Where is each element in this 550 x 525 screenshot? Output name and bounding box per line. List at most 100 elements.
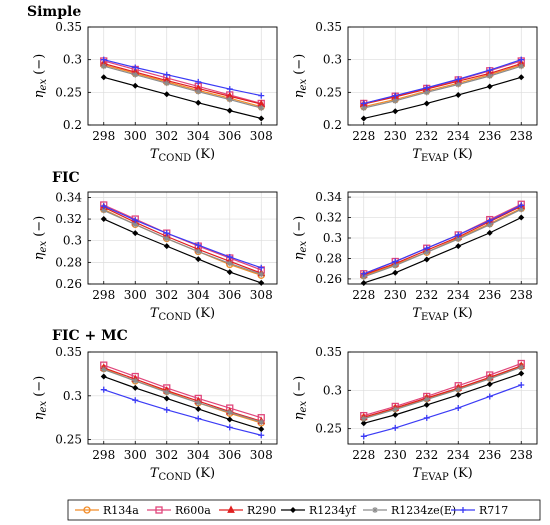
y-axis-label: ηex (−) bbox=[292, 54, 309, 99]
legend-marker bbox=[372, 507, 378, 513]
data-point-r1234yf bbox=[132, 384, 139, 391]
x-tick-label: 308 bbox=[250, 448, 273, 462]
data-point-r1234ze-e bbox=[226, 96, 233, 103]
x-tick-label: 236 bbox=[478, 448, 501, 462]
data-point-r717 bbox=[423, 84, 430, 91]
data-point-r1234ze-e bbox=[455, 386, 462, 393]
y-tick-label: 0.2 bbox=[323, 118, 342, 132]
data-point-r1234yf bbox=[195, 99, 202, 106]
data-point-r1234yf bbox=[360, 420, 367, 427]
data-point-r1234yf bbox=[486, 83, 493, 90]
series-line-r290 bbox=[363, 63, 522, 105]
data-point-r1234ze-e bbox=[455, 81, 462, 88]
x-tick-label: 306 bbox=[218, 129, 241, 143]
x-tick-label: 298 bbox=[92, 288, 115, 302]
data-point-r1234ze-e bbox=[226, 409, 233, 416]
data-point-r717 bbox=[392, 258, 399, 265]
data-point-r1234ze-e bbox=[132, 221, 139, 228]
data-point-r1234yf bbox=[392, 411, 399, 418]
y-tick-label: 0.28 bbox=[55, 255, 82, 269]
data-point-r1234ze-e bbox=[195, 88, 202, 95]
x-tick-label: 300 bbox=[124, 129, 147, 143]
data-point-r1234ze-e bbox=[392, 262, 399, 269]
data-point-r717 bbox=[163, 71, 170, 78]
data-point-r717 bbox=[518, 381, 525, 388]
series-line-r1234yf bbox=[103, 76, 262, 120]
data-point-r717 bbox=[455, 404, 462, 411]
y-axis-label: ηex (−) bbox=[32, 216, 49, 261]
x-tick-label: 228 bbox=[352, 288, 375, 302]
data-point-r1234ze-e bbox=[518, 63, 525, 70]
x-tick-label: 302 bbox=[155, 448, 178, 462]
chart-panel-5: 298 300 302 304 306 308 0.25 0.3 0.35 ηex (−) TCON… bbox=[32, 345, 278, 483]
data-point-r717 bbox=[423, 414, 430, 421]
y-axis-label: ηex (−) bbox=[292, 376, 309, 421]
series-line-r1234ze-e bbox=[363, 65, 522, 109]
data-point-r1234ze-e bbox=[518, 206, 525, 213]
data-point-r717 bbox=[226, 253, 233, 260]
y-tick-label: 0.26 bbox=[315, 272, 342, 286]
series-line-r717 bbox=[103, 59, 262, 97]
data-point-r1234ze-e bbox=[486, 221, 493, 228]
data-point-r717 bbox=[360, 433, 367, 440]
data-point-r1234yf bbox=[455, 91, 462, 98]
data-point-r1234yf bbox=[226, 269, 233, 276]
series-line-r134a bbox=[363, 366, 522, 419]
x-axis-label: TEVAP (K) bbox=[412, 306, 472, 323]
y-tick-label: 0.28 bbox=[315, 251, 342, 265]
series-line-r134a bbox=[363, 64, 522, 108]
y-tick-label: 0.3 bbox=[63, 234, 82, 248]
x-tick-label: 230 bbox=[384, 288, 407, 302]
series-line-r1234yf bbox=[363, 372, 522, 424]
data-point-r1234ze-e bbox=[258, 271, 265, 278]
data-point-r1234ze-e bbox=[423, 396, 430, 403]
data-point-r717 bbox=[226, 424, 233, 431]
series-line-r1234ze-e bbox=[363, 208, 522, 278]
data-point-r1234yf bbox=[455, 391, 462, 398]
legend-marker bbox=[227, 505, 235, 513]
x-tick-label: 228 bbox=[352, 448, 375, 462]
data-point-r1234ze-e bbox=[132, 71, 139, 78]
x-tick-label: 302 bbox=[155, 129, 178, 143]
x-tick-label: 308 bbox=[250, 288, 273, 302]
data-point-r1234yf bbox=[518, 74, 525, 81]
series-line-r717 bbox=[363, 384, 522, 437]
x-tick-label: 232 bbox=[415, 129, 438, 143]
data-point-r1234ze-e bbox=[360, 105, 367, 112]
y-tick-label: 0.3 bbox=[63, 53, 82, 67]
x-axis-label: TEVAP (K) bbox=[412, 147, 472, 164]
data-point-r1234ze-e bbox=[226, 260, 233, 267]
series-line-r600a bbox=[363, 203, 522, 275]
data-point-r1234yf bbox=[195, 405, 202, 412]
data-point-r717 bbox=[258, 432, 265, 439]
series-line-r600a bbox=[103, 60, 262, 105]
data-point-r1234yf bbox=[486, 381, 493, 388]
plot-frame bbox=[87, 191, 278, 285]
data-point-r1234yf bbox=[100, 74, 107, 81]
y-tick-label: 0.25 bbox=[315, 85, 342, 99]
data-point-r1234yf bbox=[132, 230, 139, 237]
data-point-r1234ze-e bbox=[100, 366, 107, 373]
y-axis-label: ηex (−) bbox=[292, 216, 309, 261]
series-line-r1234yf bbox=[103, 375, 262, 430]
data-point-r717 bbox=[360, 270, 367, 277]
x-tick-label: 228 bbox=[352, 129, 375, 143]
y-tick-label: 0.34 bbox=[315, 190, 342, 204]
chart-panel-4: 228 230 232 234 236 238 0.26 0.28 0.3 0.32 0.34 ηex… bbox=[292, 190, 538, 323]
data-point-r1234yf bbox=[100, 373, 107, 380]
legend-label: R1234yf bbox=[309, 504, 356, 517]
data-point-r1234ze-e bbox=[486, 375, 493, 382]
data-point-r1234ze-e bbox=[518, 364, 525, 371]
x-tick-label: 298 bbox=[92, 129, 115, 143]
data-point-r1234ze-e bbox=[392, 97, 399, 104]
series-line-r717 bbox=[363, 59, 522, 105]
data-point-r1234yf bbox=[163, 91, 170, 98]
data-point-r1234ze-e bbox=[163, 389, 170, 396]
y-tick-label: 0.35 bbox=[55, 345, 82, 359]
data-point-r1234yf bbox=[423, 100, 430, 107]
plot-frame bbox=[347, 351, 538, 445]
y-tick-label: 0.3 bbox=[323, 53, 342, 67]
y-tick-label: 0.25 bbox=[55, 433, 82, 447]
x-tick-label: 300 bbox=[124, 288, 147, 302]
